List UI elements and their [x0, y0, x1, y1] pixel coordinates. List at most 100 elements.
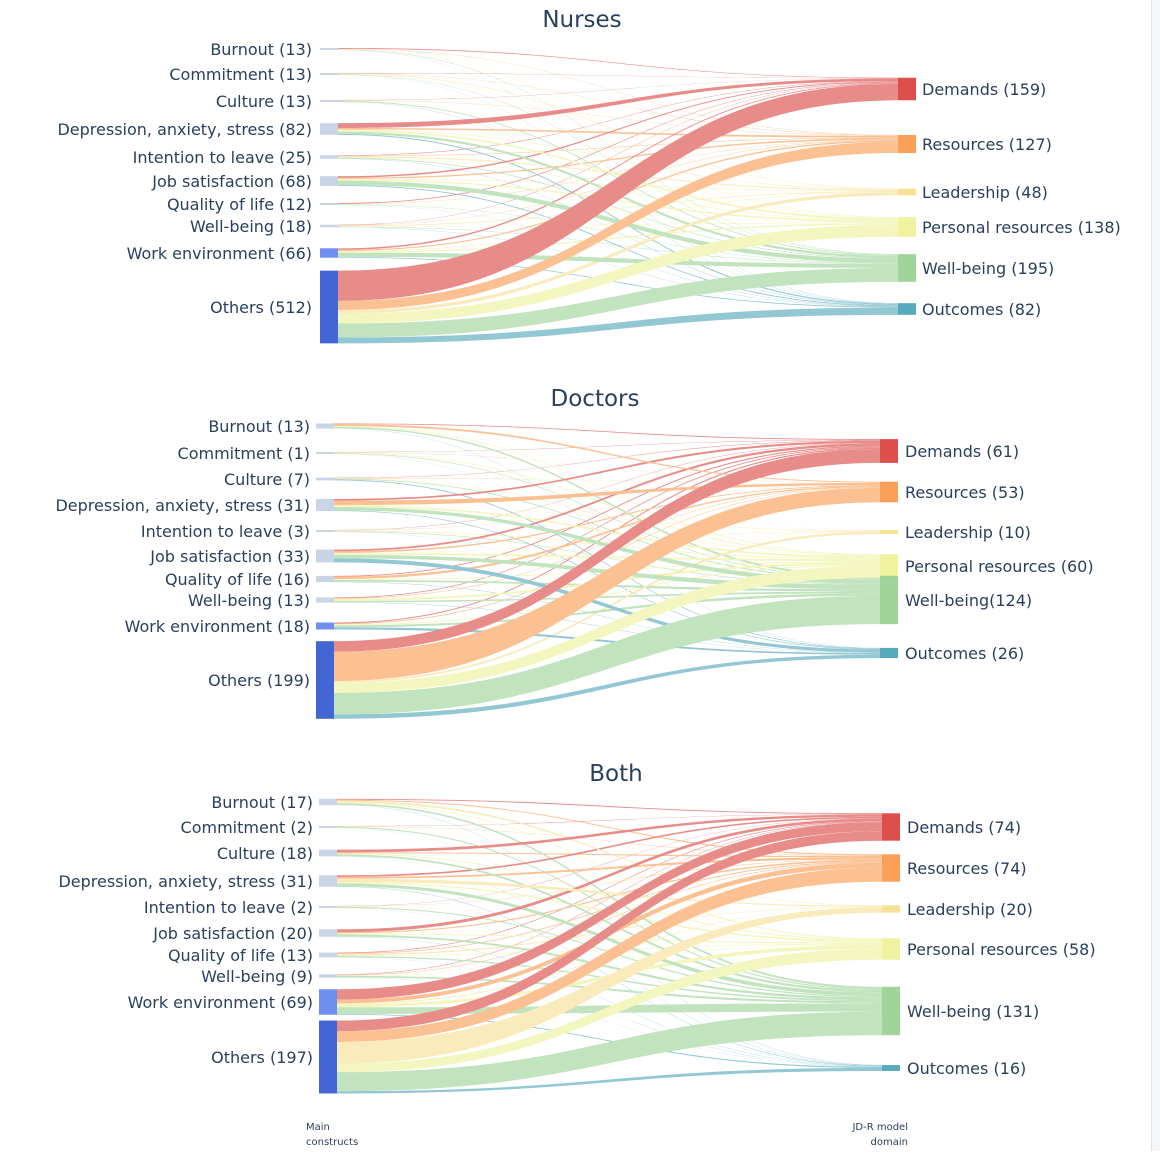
- panel-title: Both: [589, 761, 642, 787]
- target-node-outcomes: [880, 648, 898, 658]
- source-label-culture: Culture (13): [216, 92, 312, 111]
- link-burnout-to-demands: [338, 48, 898, 78]
- target-node-personal-resources: [882, 938, 900, 959]
- source-label-burnout: Burnout (13): [208, 417, 310, 436]
- sankey-panel-nurses: Nurses Burnout (13) Commitment (13) Culture…: [57, 7, 1120, 343]
- source-node-others: [319, 1021, 337, 1094]
- source-node-burnout: [319, 799, 337, 805]
- target-label-well-being: Well-being (195): [922, 259, 1054, 278]
- source-label-intention-to-leave: Intention to leave (25): [133, 148, 312, 167]
- panel-title: Doctors: [551, 386, 640, 412]
- source-node-job-satisfaction: [320, 176, 338, 186]
- target-label-well-being: Well-being(124): [905, 591, 1032, 610]
- links: [338, 48, 898, 343]
- link-burnout-to-leadership: [338, 49, 898, 189]
- links: [337, 799, 882, 1094]
- target-label-outcomes: Outcomes (16): [907, 1059, 1026, 1078]
- source-label-well-being: Well-being (9): [201, 967, 313, 986]
- source-node-others: [316, 641, 334, 719]
- caption-main-constructs: Main: [306, 1122, 330, 1133]
- target-node-well-being: [898, 254, 916, 282]
- source-node-quality-of-life: [316, 576, 334, 582]
- target-label-demands: Demands (159): [922, 80, 1046, 99]
- panel-title: Nurses: [542, 7, 621, 33]
- caption-jdr-domain: domain: [871, 1137, 908, 1148]
- target-node-personal-resources: [898, 217, 916, 237]
- source-label-work-environment: Work environment (69): [128, 993, 313, 1012]
- source-label-culture: Culture (7): [224, 470, 310, 489]
- link-burnout-to-demands: [334, 423, 880, 440]
- target-label-resources: Resources (127): [922, 135, 1052, 154]
- target-node-demands: [898, 78, 916, 101]
- source-node-culture: [320, 100, 338, 102]
- target-label-demands: Demands (74): [907, 818, 1021, 837]
- source-node-quality-of-life: [320, 203, 338, 205]
- source-label-depression-anxiety-stress: Depression, anxiety, stress (31): [55, 496, 310, 515]
- source-node-well-being: [316, 597, 334, 602]
- caption-jdr-domain: JD-R model: [851, 1122, 908, 1133]
- target-node-well-being: [880, 576, 898, 624]
- source-node-others: [320, 271, 338, 344]
- source-label-burnout: Burnout (17): [211, 793, 313, 812]
- target-label-outcomes: Outcomes (82): [922, 300, 1041, 319]
- target-label-personal-resources: Personal resources (60): [905, 557, 1094, 576]
- target-node-resources: [882, 854, 900, 881]
- source-label-culture: Culture (18): [217, 844, 313, 863]
- link-others-to-demands: [338, 84, 898, 301]
- sankey-panel-doctors: Doctors Burnout (13) Commitment (1) Culture…: [55, 386, 1093, 719]
- target-label-personal-resources: Personal resources (58): [907, 940, 1096, 959]
- source-node-quality-of-life: [319, 953, 337, 958]
- source-label-depression-anxiety-stress: Depression, anxiety, stress (31): [58, 872, 313, 891]
- target-node-personal-resources: [880, 554, 898, 577]
- source-label-others: Others (512): [210, 298, 312, 317]
- target-node-demands: [880, 439, 898, 463]
- page-edge: [1151, 0, 1160, 1151]
- target-node-demands: [882, 813, 900, 840]
- target-node-well-being: [882, 987, 900, 1035]
- source-node-work-environment: [316, 622, 334, 629]
- source-label-quality-of-life: Quality of life (16): [165, 570, 310, 589]
- target-label-well-being: Well-being (131): [907, 1002, 1039, 1021]
- source-node-culture: [316, 478, 334, 481]
- source-node-culture: [319, 850, 337, 857]
- target-node-outcomes: [882, 1065, 900, 1071]
- source-label-intention-to-leave: Intention to leave (3): [141, 522, 310, 541]
- source-label-commitment: Commitment (13): [169, 65, 312, 84]
- source-label-commitment: Commitment (2): [181, 818, 313, 837]
- source-node-work-environment: [320, 248, 338, 257]
- target-node-leadership: [898, 189, 916, 196]
- source-node-commitment: [316, 452, 334, 454]
- source-label-work-environment: Work environment (18): [125, 617, 310, 636]
- source-label-others: Others (199): [208, 671, 310, 690]
- source-node-intention-to-leave: [320, 155, 338, 159]
- target-node-resources: [898, 135, 916, 153]
- source-node-job-satisfaction: [319, 929, 337, 936]
- target-label-resources: Resources (53): [905, 483, 1025, 502]
- target-node-resources: [880, 482, 898, 503]
- target-node-leadership: [882, 905, 900, 912]
- source-node-commitment: [320, 73, 338, 75]
- target-label-demands: Demands (61): [905, 442, 1019, 461]
- source-label-job-satisfaction: Job satisfaction (33): [149, 547, 310, 566]
- source-node-burnout: [316, 423, 334, 428]
- source-label-commitment: Commitment (1): [178, 444, 310, 463]
- source-label-burnout: Burnout (13): [210, 40, 312, 59]
- source-label-intention-to-leave: Intention to leave (2): [144, 898, 313, 917]
- link-depression-anxiety-stress-to-leadership: [334, 505, 880, 531]
- source-node-depression-anxiety-stress: [319, 875, 337, 886]
- source-node-well-being: [320, 225, 338, 228]
- source-label-quality-of-life: Quality of life (12): [167, 195, 312, 214]
- source-label-well-being: Well-being (13): [188, 591, 310, 610]
- source-node-well-being: [319, 974, 337, 977]
- links: [334, 423, 880, 718]
- source-node-job-satisfaction: [316, 550, 334, 563]
- target-label-personal-resources: Personal resources (138): [922, 218, 1121, 237]
- sankey-panel-both: Both Burnout (17) Commitment (2) Culture (1…: [58, 761, 1095, 1093]
- source-label-depression-anxiety-stress: Depression, anxiety, stress (82): [57, 120, 312, 139]
- source-label-others: Others (197): [211, 1048, 313, 1067]
- source-node-burnout: [320, 48, 338, 50]
- source-node-intention-to-leave: [319, 906, 337, 908]
- source-node-depression-anxiety-stress: [320, 123, 338, 135]
